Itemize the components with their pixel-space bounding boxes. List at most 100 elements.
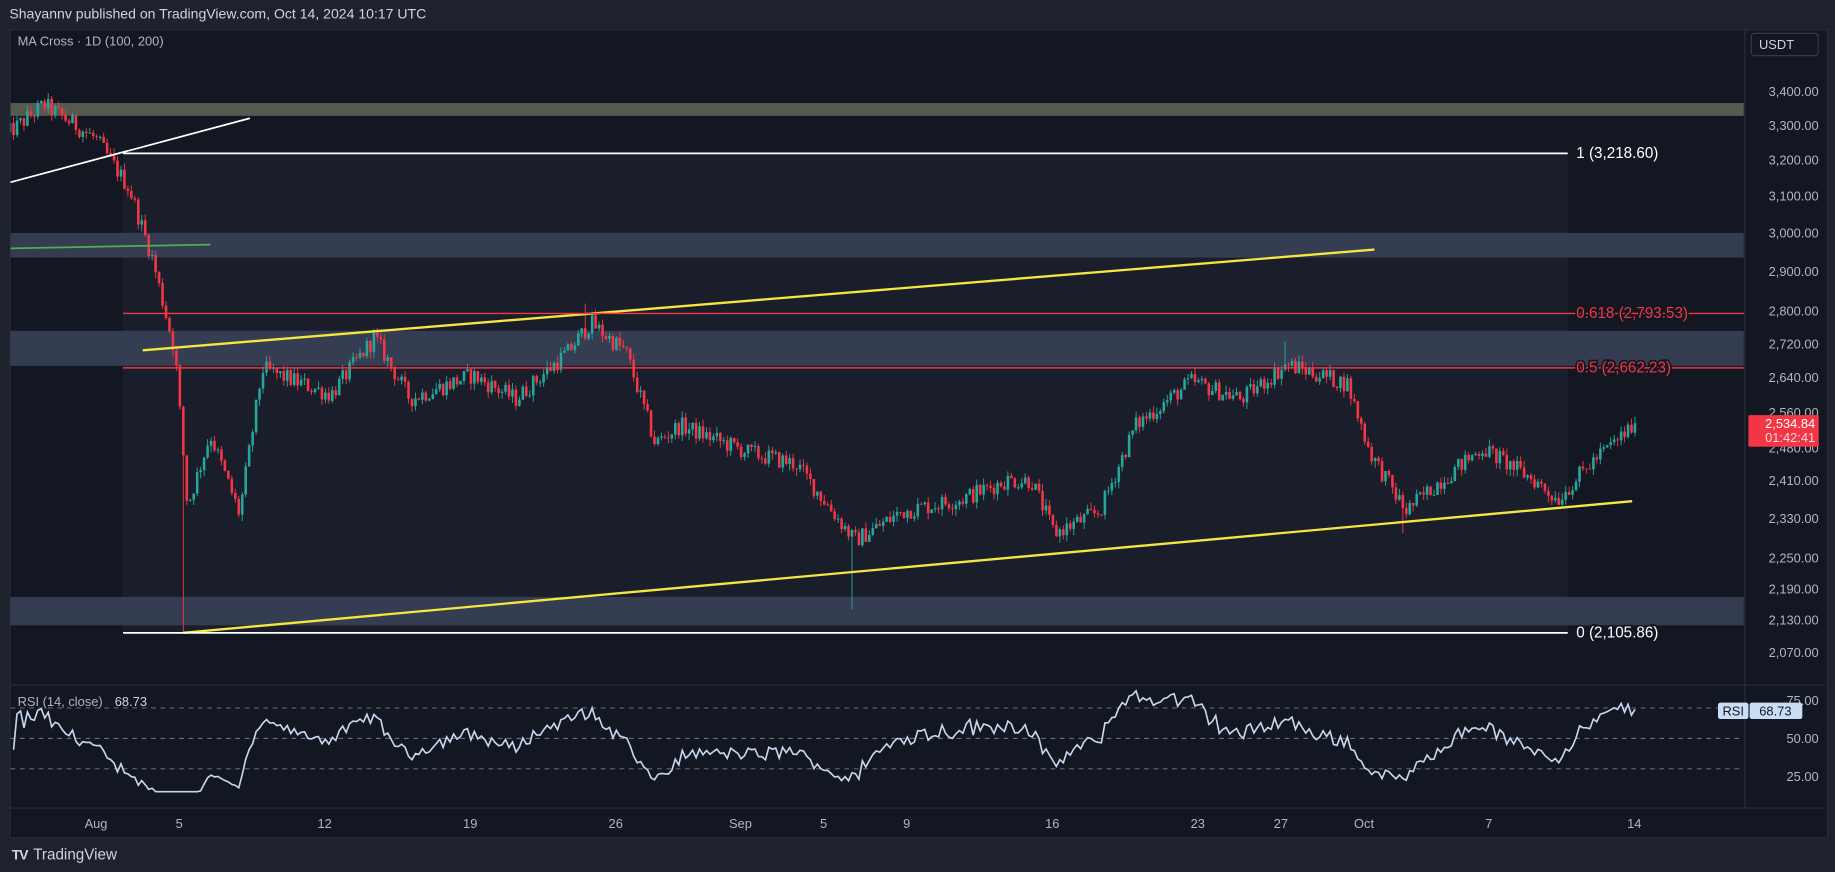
candle: [1477, 451, 1481, 460]
candle: [1394, 482, 1398, 505]
candle-body: [1162, 402, 1166, 412]
candle-body: [1422, 492, 1425, 495]
candle: [36, 100, 40, 120]
candle-body: [195, 472, 199, 494]
candle-body: [116, 160, 119, 177]
candle-body: [1062, 529, 1065, 536]
candle-body: [1051, 514, 1055, 525]
candle: [583, 303, 587, 341]
candle-body: [1571, 490, 1574, 495]
candle: [1446, 477, 1450, 485]
candle: [285, 366, 289, 387]
candle: [809, 468, 812, 486]
candle: [137, 197, 140, 230]
candle-body: [188, 499, 192, 501]
candle-body: [1075, 516, 1079, 522]
candle: [459, 380, 462, 385]
candle-body: [1328, 370, 1332, 377]
candle: [926, 497, 930, 520]
candle-body: [230, 478, 234, 494]
candle: [445, 375, 448, 400]
candle-body: [192, 493, 196, 500]
candle: [1623, 426, 1626, 443]
candle-body: [1335, 386, 1339, 389]
candle: [1200, 375, 1204, 385]
candle-body: [303, 378, 306, 380]
candle: [410, 398, 414, 412]
candle-body: [185, 455, 189, 501]
candle: [577, 329, 580, 346]
candle: [1522, 460, 1526, 479]
candle-body: [1446, 482, 1450, 484]
candle-body: [1138, 417, 1141, 427]
candle-body: [888, 516, 892, 522]
candle: [660, 432, 663, 441]
candle-body: [1467, 454, 1470, 461]
candle-body: [812, 478, 816, 496]
candle: [500, 388, 504, 399]
indicator-legend[interactable]: MA Cross · 1D (100, 200): [17, 35, 164, 50]
candle: [1148, 408, 1152, 422]
candle: [1214, 379, 1218, 394]
candle-body: [483, 377, 487, 383]
candle-body: [923, 502, 927, 505]
fib-level-label: 0.618 (2,793.53): [1576, 305, 1688, 322]
candle-body: [1117, 466, 1121, 483]
footer-brand[interactable]: TV TradingView: [12, 846, 117, 864]
candle-body: [1176, 390, 1179, 400]
candle: [788, 454, 791, 471]
candle-body: [625, 347, 629, 349]
price-axis-label: 3,200.00: [1769, 153, 1819, 168]
candle: [1037, 479, 1041, 494]
candle: [639, 385, 642, 398]
candle-body: [670, 434, 674, 439]
candle: [327, 387, 331, 404]
candle-body: [1560, 499, 1564, 505]
candle-body: [279, 371, 282, 374]
channel-upper-line: [142, 248, 1375, 352]
candle: [448, 378, 452, 391]
candle-body: [1273, 368, 1276, 385]
candle: [428, 397, 431, 402]
candle: [753, 441, 757, 453]
candle: [1113, 477, 1117, 488]
candle-body: [1169, 392, 1173, 401]
candle-body: [881, 521, 885, 526]
candle-body: [521, 386, 525, 400]
candle-body: [1484, 453, 1488, 457]
candle: [1536, 478, 1540, 489]
candle-body: [913, 516, 916, 519]
candle-body: [930, 509, 933, 514]
candle: [1321, 367, 1325, 379]
candle-body: [493, 381, 497, 389]
currency-button[interactable]: USDT: [1750, 32, 1819, 57]
candle-body: [1165, 400, 1169, 403]
candle-body: [632, 359, 636, 378]
date-axis-label: 12: [318, 816, 332, 831]
candle: [1183, 376, 1186, 390]
candle-body: [1564, 492, 1567, 500]
candle: [1301, 355, 1304, 375]
candle: [1294, 357, 1297, 375]
broken-trendline: [10, 117, 251, 184]
candle: [188, 499, 192, 502]
candle-body: [213, 440, 216, 451]
candle-body: [10, 122, 12, 132]
candle: [826, 501, 830, 506]
candle-body: [826, 504, 830, 506]
candle: [906, 509, 909, 523]
candle-body: [795, 468, 798, 470]
candle-body: [663, 436, 667, 438]
candle: [1041, 484, 1044, 516]
candle-body: [1124, 455, 1127, 458]
candle-body: [1418, 492, 1422, 495]
candle: [1107, 486, 1110, 496]
candle: [764, 452, 767, 466]
date-axis-label: 9: [903, 816, 910, 831]
candle: [1304, 362, 1308, 380]
date-axis-label: 7: [1485, 816, 1492, 831]
candle-body: [1602, 447, 1606, 449]
candle: [202, 456, 206, 477]
candle: [656, 436, 660, 446]
